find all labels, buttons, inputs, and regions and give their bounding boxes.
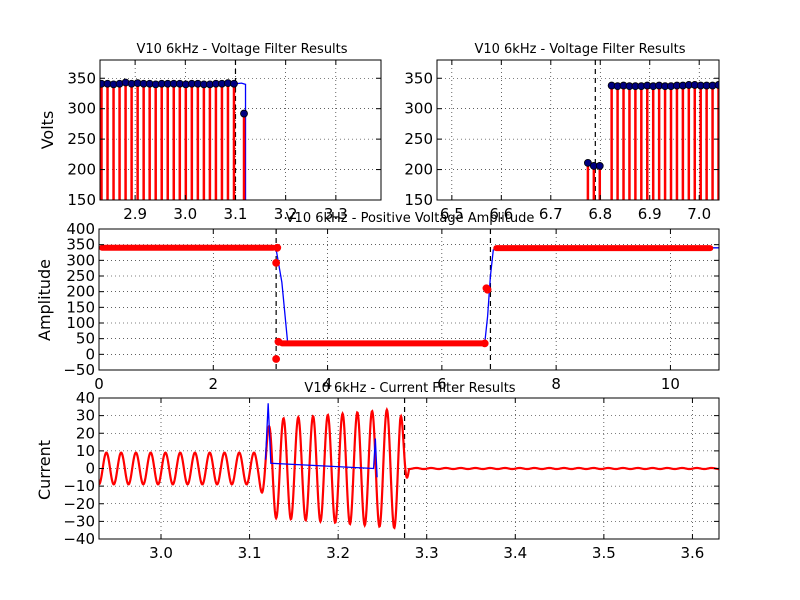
x-tick-label: 3.0 bbox=[173, 205, 197, 223]
y-axis-label: Amplitude bbox=[35, 259, 54, 341]
axes-voltage-left: V10 6kHz - Voltage Filter Results Volts … bbox=[38, 42, 382, 223]
chart-title: V10 6kHz - Voltage Filter Results bbox=[474, 42, 685, 57]
y-axis-label: Volts bbox=[38, 111, 57, 150]
y-tick-label: 350 bbox=[67, 69, 96, 87]
x-tick-label: 6.5 bbox=[440, 205, 464, 223]
data-point bbox=[230, 79, 238, 88]
x-tick-label: 3.1 bbox=[224, 205, 248, 223]
x-tick-label: 3.3 bbox=[415, 544, 439, 562]
y-tick-label: 100 bbox=[66, 314, 95, 332]
y-tick-label: 20 bbox=[76, 424, 95, 442]
y-tick-label: 400 bbox=[66, 220, 95, 238]
y-tick-label: 300 bbox=[404, 100, 433, 118]
y-axis-label: Current bbox=[35, 440, 54, 500]
data-point-band bbox=[99, 244, 277, 251]
axes-frame bbox=[436, 59, 720, 201]
data-point bbox=[273, 243, 282, 252]
x-tick-label: 3.0 bbox=[149, 544, 173, 562]
y-tick-label: 300 bbox=[66, 251, 95, 269]
y-tick-label: −20 bbox=[63, 495, 95, 513]
y-tick-label: 200 bbox=[404, 161, 433, 179]
x-tick-label: 3.1 bbox=[238, 544, 262, 562]
y-tick-label: 350 bbox=[66, 236, 95, 254]
data-point bbox=[272, 355, 281, 363]
chart-title: V10 6kHz - Positive Voltage Amplitude bbox=[286, 211, 535, 226]
x-tick-label: 6.9 bbox=[638, 205, 662, 223]
y-tick-label: 150 bbox=[67, 191, 96, 209]
x-tick-label: 2 bbox=[209, 375, 219, 393]
data-point bbox=[274, 337, 283, 346]
plot-area bbox=[100, 60, 248, 200]
x-tick-label: 10 bbox=[661, 375, 680, 393]
x-tick-label: 6.6 bbox=[489, 205, 513, 223]
axes-frame bbox=[99, 59, 382, 201]
series-line bbox=[264, 403, 378, 478]
y-tick-label: 200 bbox=[67, 161, 96, 179]
y-tick-label: 30 bbox=[76, 407, 95, 425]
y-tick-label: 0 bbox=[85, 460, 95, 478]
data-point bbox=[240, 109, 248, 118]
x-tick-label: 3.2 bbox=[274, 205, 298, 223]
y-tick-label: 10 bbox=[76, 442, 95, 460]
axes-voltage-right: V10 6kHz - Voltage Filter Results 6.5 6.6… bbox=[404, 42, 720, 223]
y-tick-label: 250 bbox=[404, 130, 433, 148]
y-tick-label: −50 bbox=[63, 361, 95, 379]
axes-amplitude: V10 6kHz - Positive Voltage Amplitude Am… bbox=[35, 211, 720, 393]
data-point bbox=[272, 258, 281, 267]
x-tick-label: 7.0 bbox=[687, 205, 711, 223]
x-tick-label: 6.8 bbox=[588, 205, 612, 223]
data-point bbox=[595, 162, 604, 170]
series-line bbox=[99, 406, 719, 530]
x-tick-label: 8 bbox=[551, 375, 561, 393]
plot-area bbox=[99, 229, 719, 370]
axes-current: V10 6kHz - Current Filter Results Curren… bbox=[35, 381, 720, 562]
x-tick-label: 6 bbox=[437, 375, 447, 393]
data-point-band bbox=[279, 340, 485, 347]
y-tick-label: −40 bbox=[63, 530, 95, 548]
x-tick-label: 3.2 bbox=[326, 544, 350, 562]
x-tick-label: 6.7 bbox=[539, 205, 563, 223]
data-point-band bbox=[493, 245, 714, 252]
data-point bbox=[483, 285, 492, 294]
axes-frame bbox=[98, 228, 720, 371]
y-tick-label: 150 bbox=[404, 191, 433, 209]
y-tick-label: −10 bbox=[63, 477, 95, 495]
y-tick-label: 350 bbox=[404, 69, 433, 87]
y-tick-label: 250 bbox=[66, 267, 95, 285]
y-tick-label: 300 bbox=[67, 100, 96, 118]
x-tick-label: 0 bbox=[94, 375, 104, 393]
y-tick-label: 150 bbox=[66, 298, 95, 316]
plot-area bbox=[99, 398, 719, 539]
x-tick-label: 3.5 bbox=[592, 544, 616, 562]
x-tick-label: 3.6 bbox=[680, 544, 704, 562]
data-point bbox=[480, 339, 489, 348]
x-tick-label: 3.3 bbox=[324, 205, 348, 223]
y-tick-label: 40 bbox=[76, 389, 95, 407]
chart-title: V10 6kHz - Current Filter Results bbox=[304, 381, 515, 396]
y-tick-label: 200 bbox=[66, 283, 95, 301]
x-tick-label: 3.4 bbox=[503, 544, 527, 562]
y-tick-label: 50 bbox=[76, 330, 95, 348]
y-tick-label: −30 bbox=[63, 512, 95, 530]
x-tick-label: 2.9 bbox=[123, 205, 147, 223]
series-line bbox=[235, 82, 247, 200]
y-tick-label: 250 bbox=[67, 130, 96, 148]
y-tick-label: 0 bbox=[85, 345, 95, 363]
x-tick-label: 4 bbox=[323, 375, 333, 393]
chart-title: V10 6kHz - Voltage Filter Results bbox=[136, 42, 347, 57]
